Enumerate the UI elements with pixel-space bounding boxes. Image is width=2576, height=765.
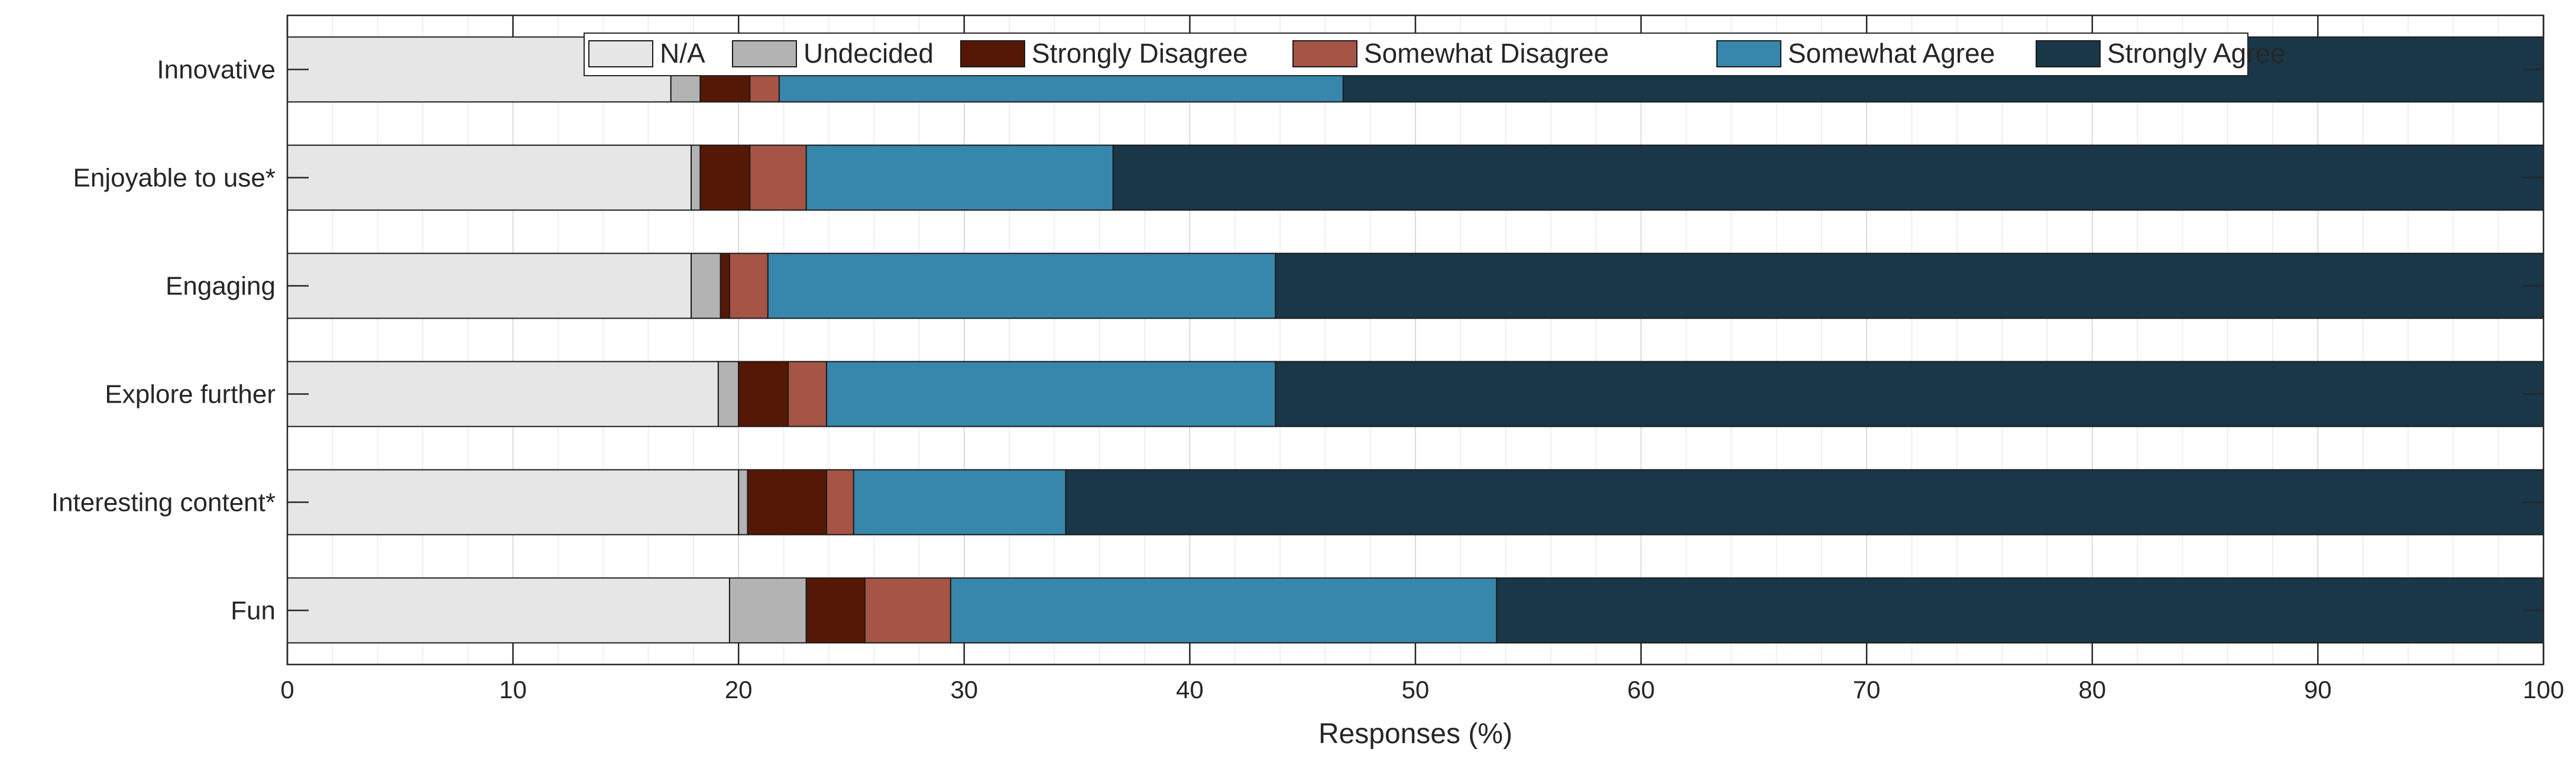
x-axis-title: Responses (%) xyxy=(1318,718,1512,750)
bar-segment xyxy=(738,469,749,536)
category-label: Innovative xyxy=(157,56,276,85)
x-tick-label: 30 xyxy=(950,676,978,704)
bar-segment xyxy=(728,577,807,644)
legend-box xyxy=(584,33,2248,76)
bar-segment xyxy=(749,144,807,211)
bar-segment xyxy=(738,361,789,427)
grid-lines xyxy=(287,15,2544,664)
category-label: Explore further xyxy=(105,380,276,409)
bar-segment xyxy=(287,361,719,427)
legend: N/A Undecided Strongly Disagree Somewhat Di… xyxy=(584,33,2286,76)
category-label: Engaging xyxy=(166,272,276,301)
bar-segment xyxy=(767,252,1276,319)
bar-segment xyxy=(864,577,951,644)
axes-layer: Innovative Enjoyable to use* Engaging Explo… xyxy=(51,15,2564,704)
bar-segment xyxy=(788,361,828,427)
legend-label: Somewhat Agree xyxy=(1788,38,1995,69)
bar-segment xyxy=(853,469,1067,536)
x-tick-label: 40 xyxy=(1176,676,1204,704)
bar-segment xyxy=(287,144,692,211)
category-label: Interesting content* xyxy=(51,488,276,517)
bar-segment xyxy=(691,252,721,319)
x-tick-label: 90 xyxy=(2304,676,2332,704)
legend-label: Undecided xyxy=(803,38,934,69)
bar-segment xyxy=(728,252,769,319)
x-tick-label: 70 xyxy=(1853,676,1881,704)
x-tick-label: 80 xyxy=(2078,676,2106,704)
legend-label: Strongly Agree xyxy=(2107,38,2286,69)
x-tick-label: 10 xyxy=(499,676,527,704)
legend-swatch xyxy=(2036,40,2101,67)
category-label: Enjoyable to use* xyxy=(73,164,276,193)
bar-segment xyxy=(826,469,854,536)
legend-label: N/A xyxy=(660,38,705,69)
bar-segment xyxy=(1112,144,2544,211)
legend-swatch xyxy=(960,40,1025,67)
bar-segment xyxy=(826,361,1276,427)
legend-swatch xyxy=(1716,40,1781,67)
legend-swatch xyxy=(1292,40,1357,67)
legend-label: Somewhat Disagree xyxy=(1364,38,1609,69)
legend-swatch xyxy=(588,40,653,67)
bar-segment xyxy=(287,469,740,536)
bar-segment xyxy=(805,144,1114,211)
x-tick-label: 0 xyxy=(280,676,294,704)
x-tick-label: 50 xyxy=(1402,676,1430,704)
bar-segment xyxy=(287,577,730,644)
bar-segment xyxy=(1496,577,2544,644)
category-label: Fun xyxy=(231,597,276,625)
bar-segment xyxy=(805,577,866,644)
x-tick-label: 20 xyxy=(725,676,753,704)
bar-segment xyxy=(747,469,828,536)
bar-segment xyxy=(950,577,1498,644)
legend-label: Strongly Disagree xyxy=(1032,38,1248,69)
bar-segment xyxy=(1275,252,2544,319)
x-tick-label: 100 xyxy=(2523,676,2564,704)
x-tick-label: 60 xyxy=(1627,676,1655,704)
bar-segment xyxy=(287,252,692,319)
legend-swatch xyxy=(732,40,797,67)
bar-segment xyxy=(1275,361,2544,427)
bar-segment xyxy=(699,144,751,211)
bar-segment xyxy=(720,252,730,319)
bar-segment xyxy=(717,361,740,427)
bar-segment xyxy=(1065,469,2544,536)
bar-segment xyxy=(691,144,701,211)
